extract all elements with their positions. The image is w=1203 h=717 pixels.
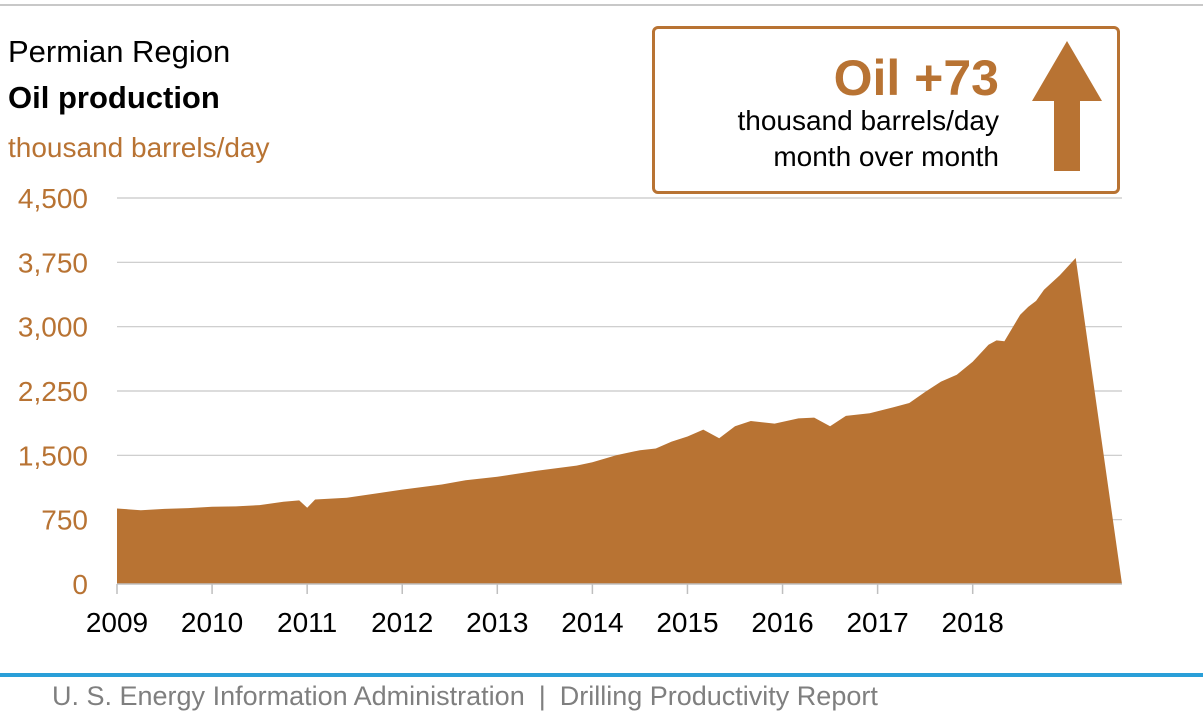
footer-agency: U. S. Energy Information Administration — [52, 681, 525, 711]
x-tick-label: 2016 — [751, 607, 813, 638]
chart-metric-title: Oil production — [8, 80, 220, 115]
y-tick-label: 1,500 — [18, 440, 88, 471]
y-tick-label: 3,750 — [18, 247, 88, 278]
up-arrow-icon — [1032, 41, 1102, 171]
footer-separator: | — [538, 681, 546, 711]
x-tick-label: 2014 — [561, 607, 623, 638]
callout-unit: thousand barrels/day — [737, 105, 999, 136]
x-tick-label: 2011 — [277, 607, 337, 638]
chart-area: 0 750 1,500 2,250 3,000 3,750 4,500 2009 2010 201… — [18, 183, 1122, 638]
footer-rule — [0, 673, 1203, 677]
x-tick-label: 2015 — [656, 607, 718, 638]
x-tick-label: 2010 — [181, 607, 243, 638]
y-tick-label: 2,250 — [18, 376, 88, 407]
oil-production-area — [117, 258, 1122, 584]
x-tick-label: 2009 — [86, 607, 148, 638]
chart-region-title: Permian Region — [8, 34, 231, 69]
x-tick-label: 2018 — [942, 607, 1004, 638]
x-tick-label: 2012 — [371, 607, 433, 638]
change-callout-box: Oil +73 thousand barrels/day month over … — [652, 26, 1120, 194]
y-axis-unit-label: thousand barrels/day — [8, 132, 270, 163]
top-rule — [0, 4, 1203, 6]
y-tick-label: 4,500 — [18, 183, 88, 214]
footer: U. S. Energy Information Administration |… — [52, 681, 878, 712]
y-tick-label: 750 — [41, 505, 88, 536]
callout-headline: Oil +73 — [833, 50, 999, 106]
y-tick-label: 3,000 — [18, 312, 88, 343]
footer-report: Drilling Productivity Report — [559, 681, 878, 711]
y-tick-label: 0 — [72, 569, 88, 600]
callout-period: month over month — [773, 141, 999, 172]
x-tick-label: 2013 — [466, 607, 528, 638]
x-tick-label: 2017 — [846, 607, 908, 638]
